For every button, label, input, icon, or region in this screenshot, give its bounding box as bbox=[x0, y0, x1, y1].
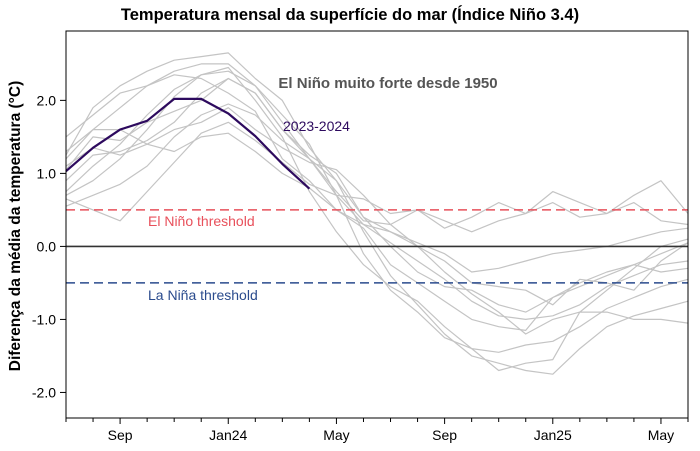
y-tick-label: 1.0 bbox=[37, 165, 57, 181]
highlight-series-line bbox=[65, 97, 311, 190]
highlight-series-group bbox=[65, 97, 311, 190]
x-tick-label: Sep bbox=[108, 427, 133, 443]
background-series-strong-el-nino-6 bbox=[65, 77, 689, 306]
el-nino-threshold-label: El Niño threshold bbox=[148, 213, 255, 229]
background-series-strong-el-nino-1 bbox=[65, 77, 689, 273]
x-tick-label: May bbox=[648, 427, 674, 443]
ticks-group: Sep Jan24 May Sep Jan25 May 2.0 1.0 0.0 -1.0 -2.0 bbox=[32, 92, 689, 443]
y-tick-label: 2.0 bbox=[37, 92, 57, 108]
background-series-strong-el-nino-2 bbox=[65, 52, 689, 375]
background-series-strong-el-nino-11 bbox=[65, 70, 689, 320]
background-series-strong-el-nino-8 bbox=[65, 121, 689, 229]
chart-title: Temperatura mensal da superfície do mar … bbox=[120, 6, 580, 24]
background-series-strong-el-nino-5 bbox=[65, 103, 689, 313]
annotations-group: El Niño muito forte desde 1950 2023-2024… bbox=[148, 75, 498, 303]
y-tick-label: -2.0 bbox=[32, 384, 56, 400]
reference-lines-group bbox=[66, 209, 688, 284]
y-tick-label: -1.0 bbox=[32, 311, 56, 327]
header-annotation: El Niño muito forte desde 1950 bbox=[278, 75, 497, 92]
highlight-label: 2023-2024 bbox=[283, 118, 350, 134]
plot-frame bbox=[65, 30, 689, 419]
background-series-strong-el-nino-10 bbox=[65, 129, 689, 335]
x-tick-label: Jan24 bbox=[209, 427, 247, 443]
x-tick-label: May bbox=[323, 427, 349, 443]
background-series-strong-el-nino-3 bbox=[65, 63, 689, 372]
x-tick-label: Jan25 bbox=[534, 427, 572, 443]
la-nina-threshold-label: La Niña threshold bbox=[148, 287, 258, 303]
y-tick-label: 0.0 bbox=[37, 238, 57, 254]
x-tick-label: Sep bbox=[432, 427, 457, 443]
